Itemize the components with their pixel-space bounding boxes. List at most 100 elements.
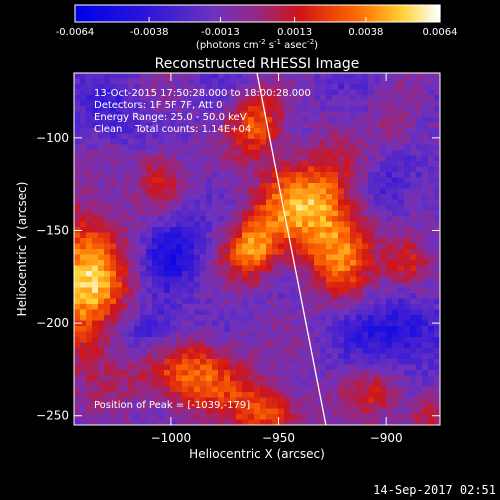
heatmap-cell	[104, 403, 111, 409]
colorbar-tick-label: -0.0064	[56, 27, 95, 38]
heatmap-cell	[140, 216, 147, 222]
heatmap-cell	[296, 381, 303, 387]
heatmap-cell	[296, 216, 303, 222]
heatmap-cell	[206, 370, 213, 376]
heatmap-cell	[422, 309, 429, 316]
heatmap-cell	[344, 111, 351, 118]
heatmap-cell	[398, 276, 405, 283]
heatmap-cell	[344, 117, 351, 123]
heatmap-cell	[104, 337, 111, 343]
heatmap-cell	[290, 183, 297, 189]
heatmap-cell	[284, 370, 291, 376]
heatmap-cell	[188, 106, 195, 112]
heatmap-cell	[230, 117, 237, 123]
heatmap-cell	[116, 326, 123, 332]
heatmap-cell	[356, 194, 363, 200]
heatmap-cell	[200, 293, 207, 299]
heatmap-cell	[110, 287, 117, 294]
colorbar-cell	[230, 5, 234, 22]
heatmap-cell	[302, 128, 309, 134]
heatmap-cell	[350, 106, 357, 112]
heatmap-cell	[92, 342, 99, 349]
heatmap-cell	[98, 117, 105, 123]
colorbar-cell	[144, 5, 149, 22]
heatmap-cell	[314, 95, 321, 101]
heatmap-cell	[248, 403, 255, 409]
heatmap-cell	[344, 194, 351, 200]
colorbar-cell	[236, 5, 240, 22]
heatmap-cell	[404, 111, 411, 118]
heatmap-cell	[254, 194, 261, 200]
heatmap-cell	[434, 144, 441, 151]
heatmap-cell	[404, 95, 411, 101]
heatmap-cell	[254, 78, 261, 85]
heatmap-cell	[92, 260, 99, 266]
colorbar-cell	[187, 5, 192, 22]
heatmap-cell	[374, 78, 381, 85]
heatmap-cell	[98, 271, 105, 277]
heatmap-cell	[140, 271, 147, 277]
heatmap-cell	[116, 232, 123, 239]
colorbar-ticks: -0.0064 -0.0038 -0.0013 0.0013 0.0038 0.0064	[56, 17, 458, 38]
heatmap-cell	[290, 315, 297, 321]
heatmap-cell	[326, 254, 333, 261]
heatmap-cell	[314, 89, 321, 96]
heatmap-cell	[182, 150, 189, 156]
heatmap-cell	[134, 353, 141, 360]
heatmap-cell	[182, 111, 189, 118]
heatmap-cell	[428, 353, 435, 360]
heatmap-cell	[122, 73, 129, 79]
heatmap-cell	[170, 106, 177, 112]
heatmap-cell	[206, 111, 213, 118]
heatmap-cell	[212, 210, 219, 217]
heatmap-cell	[254, 293, 261, 299]
heatmap-cell	[422, 232, 429, 239]
heatmap-cell	[254, 309, 261, 316]
heatmap-cell	[182, 293, 189, 299]
heatmap-cell	[140, 210, 147, 217]
heatmap-cell	[302, 194, 309, 200]
heatmap-cell	[398, 161, 405, 167]
heatmap-cell	[200, 117, 207, 123]
heatmap-cell	[302, 155, 309, 162]
heatmap-cell	[338, 408, 345, 415]
colorbar-cell	[324, 5, 329, 22]
heatmap-cell	[242, 348, 249, 354]
heatmap-cell	[392, 364, 399, 371]
heatmap-cell	[422, 320, 429, 327]
heatmap-cell	[206, 408, 213, 415]
heatmap-cell	[212, 188, 219, 195]
heatmap-cell	[320, 260, 327, 266]
heatmap-cell	[374, 188, 381, 195]
heatmap-cell	[434, 287, 441, 294]
heatmap-cell	[422, 392, 429, 398]
plot-frame	[73, 72, 441, 426]
heatmap-cell	[428, 282, 435, 288]
heatmap-cell	[134, 375, 141, 382]
heatmap-cell	[194, 381, 201, 387]
heatmap-cell	[218, 249, 225, 255]
heatmap-cell	[338, 298, 345, 305]
heatmap-cell	[86, 370, 93, 376]
heatmap-cell	[98, 232, 105, 239]
heatmap-cell	[206, 282, 213, 288]
heatmap-cell	[254, 89, 261, 96]
heatmap-cell	[134, 260, 141, 266]
heatmap-cell	[158, 298, 165, 305]
heatmap-cell	[404, 254, 411, 261]
heatmap-cell	[260, 419, 267, 426]
heatmap-cell	[80, 73, 87, 79]
heatmap-cell	[188, 144, 195, 151]
heatmap-cell	[428, 111, 435, 118]
heatmap-cell	[200, 260, 207, 266]
heatmap-cell	[80, 106, 87, 112]
colorbar-cell	[181, 5, 186, 22]
heatmap-cell	[92, 78, 99, 85]
heatmap-cell	[134, 150, 141, 156]
heatmap-cell	[326, 353, 333, 360]
heatmap-cell	[128, 276, 135, 283]
heatmap-cell	[350, 122, 357, 129]
heatmap-cell	[146, 392, 153, 398]
heatmap-cell	[128, 188, 135, 195]
heatmap-cell	[374, 122, 381, 129]
